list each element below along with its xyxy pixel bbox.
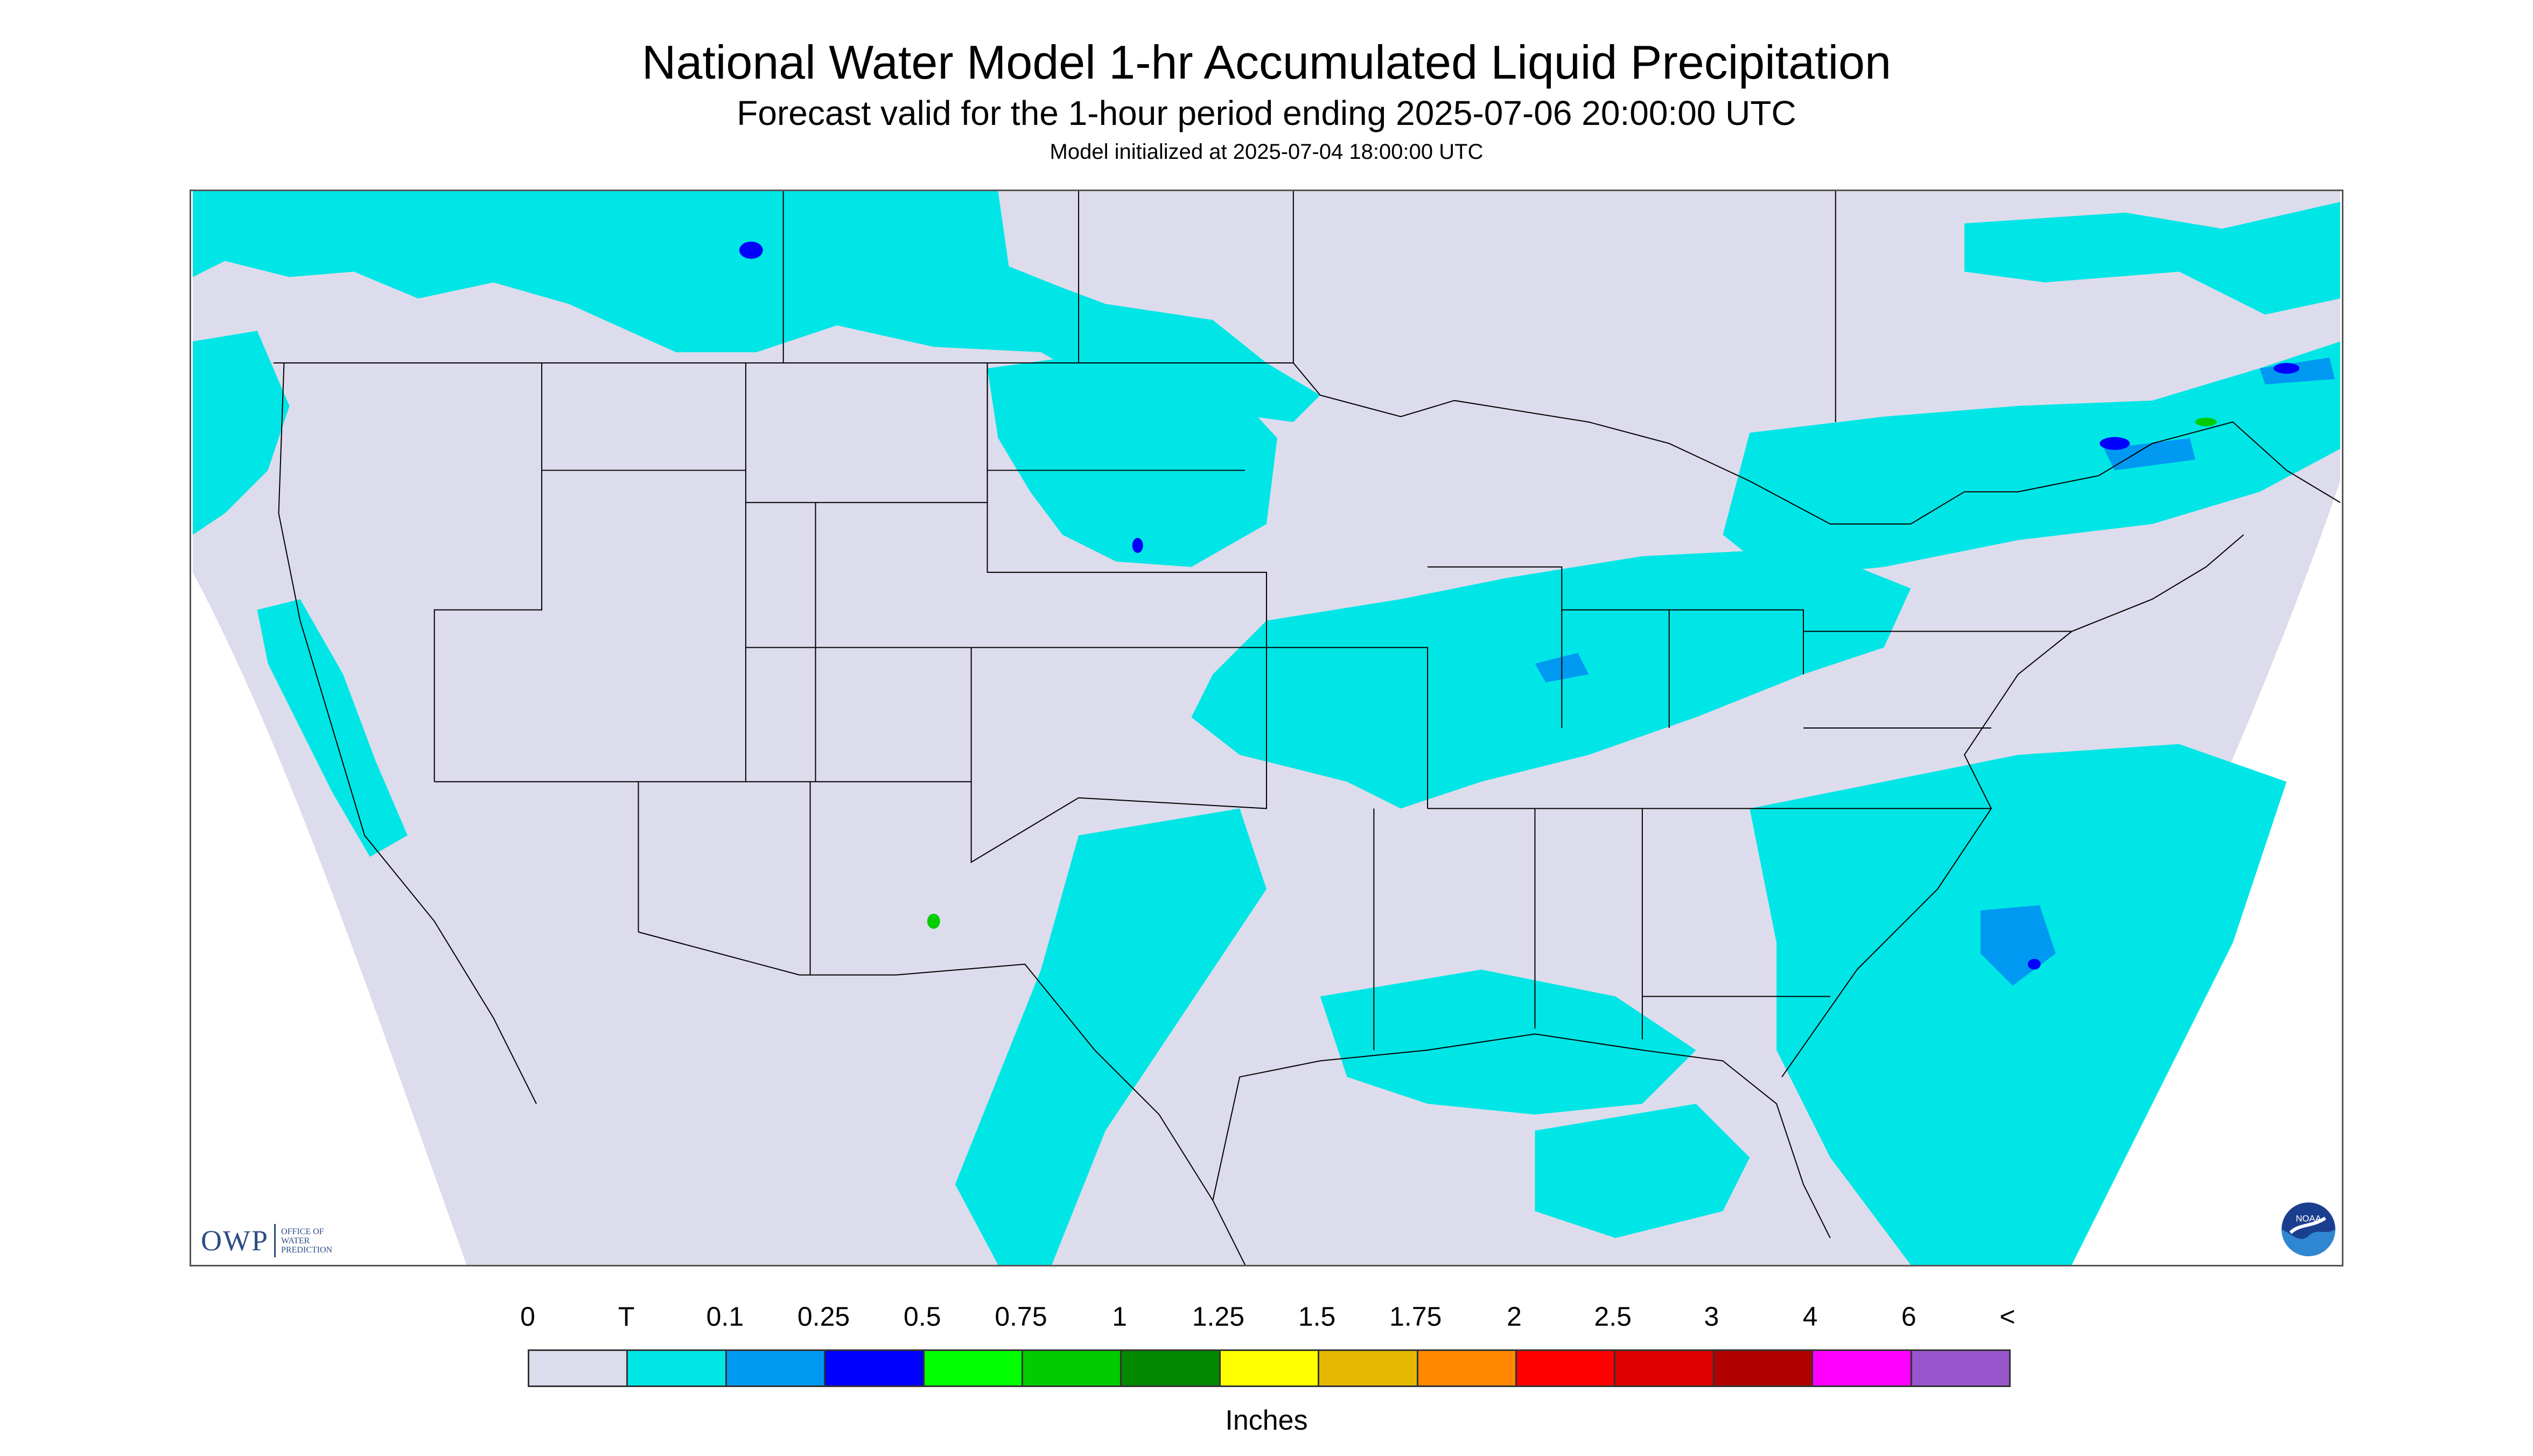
precip-green-areas: [927, 417, 2217, 929]
legend-swatch: [726, 1351, 826, 1385]
legend-swatch: [1122, 1351, 1221, 1385]
legend-swatch: [1517, 1351, 1616, 1385]
legend-label: 2: [1507, 1301, 1522, 1332]
model-init-time: Model initialized at 2025-07-04 18:00:00…: [1049, 140, 1484, 164]
legend-label: 1.75: [1389, 1301, 1442, 1332]
legend-labels: 0 T 0.1 0.25 0.5 0.75 1 1.25 1.5 1.75 2 2.5 3 4 6 <: [520, 1301, 2016, 1335]
legend-swatch: [825, 1351, 925, 1385]
legend-label: 0.1: [706, 1301, 744, 1332]
legend-swatch: [1714, 1351, 1814, 1385]
map-canvas: [193, 191, 2341, 1265]
legend-label: 0: [520, 1301, 535, 1332]
owp-logo-mark: OWP: [201, 1224, 269, 1257]
legend-swatch: [1912, 1351, 2010, 1385]
legend-label: <: [1999, 1301, 2016, 1332]
legend-label: 1.25: [1192, 1301, 1245, 1332]
legend-label: T: [618, 1301, 635, 1332]
owp-logo-text: OFFICE OF WATER PREDICTION: [281, 1227, 333, 1255]
state-boundaries: [273, 191, 2341, 1265]
legend-label: 1: [1112, 1301, 1128, 1332]
legend-label: 4: [1802, 1301, 1818, 1332]
legend-swatch: [1220, 1351, 1320, 1385]
legend-label: 1.5: [1298, 1301, 1336, 1332]
owp-logo-divider: [274, 1224, 276, 1257]
legend-label: 0.5: [904, 1301, 941, 1332]
noaa-logo-icon: NOAA: [2282, 1202, 2335, 1256]
precipitation-map: OWP OFFICE OF WATER PREDICTION NOAA: [190, 190, 2343, 1266]
map-subtitle: Forecast valid for the 1-hour period end…: [737, 94, 1796, 132]
legend-label: 0.25: [797, 1301, 850, 1332]
legend-swatch: [1319, 1351, 1418, 1385]
svg-text:NOAA: NOAA: [2296, 1213, 2321, 1223]
legend-swatch: [1023, 1351, 1122, 1385]
precip-heavy-areas: [739, 241, 2300, 970]
legend-swatch: [924, 1351, 1024, 1385]
legend-swatch: [1813, 1351, 1912, 1385]
legend-swatch: [1615, 1351, 1715, 1385]
legend-label: 3: [1704, 1301, 1719, 1332]
legend-units: Inches: [1225, 1405, 1308, 1436]
legend-label: 6: [1901, 1301, 1916, 1332]
legend-swatch: [628, 1351, 727, 1385]
legend-label: 2.5: [1594, 1301, 1632, 1332]
legend-swatch: [1418, 1351, 1517, 1385]
owp-logo: OWP OFFICE OF WATER PREDICTION: [201, 1224, 332, 1257]
map-title: National Water Model 1-hr Accumulated Li…: [641, 36, 1892, 89]
legend-swatch: [529, 1351, 628, 1385]
legend-color-bar: [528, 1349, 2011, 1387]
legend-label: 0.75: [995, 1301, 1047, 1332]
